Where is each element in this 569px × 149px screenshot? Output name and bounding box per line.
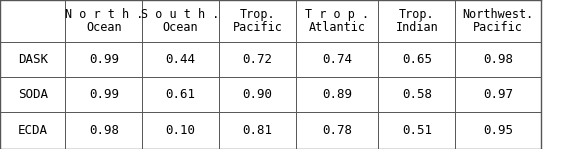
Text: 0.97: 0.97	[483, 89, 513, 101]
Text: 0.74: 0.74	[322, 53, 352, 66]
Text: Atlantic: Atlantic	[308, 21, 366, 34]
Text: Northwest.: Northwest.	[462, 8, 534, 21]
Text: T r o p .: T r o p .	[305, 8, 369, 21]
Text: 0.95: 0.95	[483, 124, 513, 137]
Text: 0.99: 0.99	[89, 89, 119, 101]
Text: 0.90: 0.90	[242, 89, 273, 101]
Text: Indian: Indian	[395, 21, 438, 34]
Text: ECDA: ECDA	[18, 124, 48, 137]
Text: DASK: DASK	[18, 53, 48, 66]
Text: 0.78: 0.78	[322, 124, 352, 137]
Text: 0.98: 0.98	[89, 124, 119, 137]
Text: Ocean: Ocean	[86, 21, 122, 34]
Text: 0.89: 0.89	[322, 89, 352, 101]
Text: 0.99: 0.99	[89, 53, 119, 66]
Text: 0.44: 0.44	[166, 53, 196, 66]
Text: Pacific: Pacific	[233, 21, 282, 34]
Text: 0.58: 0.58	[402, 89, 432, 101]
Text: N o r t h .: N o r t h .	[65, 8, 143, 21]
Text: 0.98: 0.98	[483, 53, 513, 66]
Text: S o u t h .: S o u t h .	[142, 8, 220, 21]
Text: 0.65: 0.65	[402, 53, 432, 66]
Text: Pacific: Pacific	[473, 21, 523, 34]
Text: 0.51: 0.51	[402, 124, 432, 137]
Text: Ocean: Ocean	[163, 21, 199, 34]
Text: 0.81: 0.81	[242, 124, 273, 137]
Text: 0.61: 0.61	[166, 89, 196, 101]
Text: 0.72: 0.72	[242, 53, 273, 66]
Text: Trop.: Trop.	[240, 8, 275, 21]
Text: Trop.: Trop.	[399, 8, 435, 21]
Text: SODA: SODA	[18, 89, 48, 101]
Text: 0.10: 0.10	[166, 124, 196, 137]
